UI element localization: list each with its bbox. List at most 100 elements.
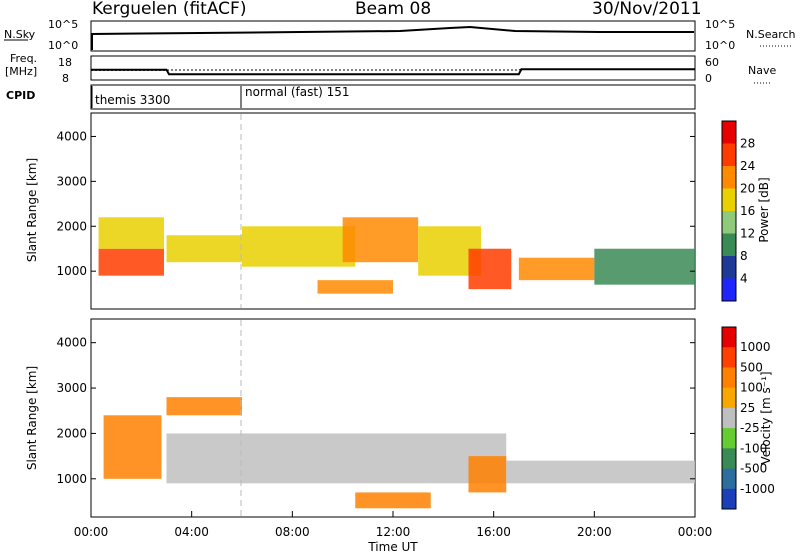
velocity-echo-region (166, 433, 507, 484)
power-data (98, 217, 695, 294)
velocity-colorbar-segment (722, 387, 736, 409)
power-colorbar-segment (722, 166, 736, 189)
time-tick-label: 16:00 (476, 525, 511, 539)
power-echo-region (242, 226, 356, 267)
velocity-colorbar-segment (722, 327, 736, 348)
power-echo-region (317, 280, 393, 294)
power-colorbar-tick: 8 (740, 249, 748, 263)
time-tick-label: 12:00 (376, 525, 411, 539)
velocity-colorbar-segment (722, 367, 736, 389)
velocity-echo-region (166, 397, 242, 416)
power-echo-region (342, 217, 419, 263)
freq-tick-low: 8 (62, 72, 69, 85)
power-colorbar: 4 8 12 16 20 24 28 (721, 120, 755, 302)
cpid-mode-themis: themis 3300 (95, 93, 170, 107)
freq-panel: Freq. [MHz] 18 8 60 0 Nave (5, 52, 776, 85)
nsearch-label: N.Search (746, 28, 796, 41)
time-axis: 00:00 04:00 08:00 12:00 16:00 20:00 00:00 (74, 511, 713, 539)
power-colorbar-frame (721, 120, 737, 302)
power-echo-region (98, 217, 164, 249)
velocity-colorbar-tick: 500 (740, 360, 763, 374)
power-ylabel: Slant Range [km] (25, 158, 39, 262)
freq-unit-label: [MHz] (5, 65, 37, 78)
velocity-colorbar-tick: -25 (740, 421, 760, 435)
power-colorbar-tick: 20 (740, 182, 755, 196)
velocity-colorbar-tick: 100 (740, 381, 763, 395)
cpid-panel: CPID themis 3300 normal (fast) 151 (6, 84, 696, 110)
velocity-colorbar-tick: -100 (740, 441, 767, 455)
velocity-echo-region (103, 415, 162, 479)
time-axis-label: Time UT (367, 540, 418, 554)
velocity-ytick-label: 4000 (56, 336, 87, 350)
velocity-colorbar-segment (722, 448, 736, 470)
power-colorbar-segment (722, 121, 736, 144)
freq-line (91, 68, 695, 76)
power-colorbar-segment (722, 278, 736, 302)
time-tick-label: 20:00 (577, 525, 612, 539)
nave-label: Nave (748, 64, 776, 77)
freq-tick-high: 18 (58, 56, 72, 69)
nsky-tick-right-high: 10^5 (705, 18, 735, 31)
radar-title: Kerguelen (fitACF) (92, 0, 246, 19)
nsky-panel: N.Sky 10^5 10^0 10^5 10^0 N.Search (4, 18, 796, 52)
velocity-colorbar-segment (722, 347, 736, 368)
power-echo-region (98, 248, 164, 276)
velocity-ylabel: Slant Range [km] (25, 366, 39, 470)
velocity-frame (90, 318, 696, 518)
nsky-tick-left-high: 10^5 (48, 18, 78, 31)
cpid-frame (90, 84, 696, 110)
time-tick-label: 08:00 (275, 525, 310, 539)
velocity-colorbar-tick: -500 (740, 462, 767, 476)
cpid-label: CPID (6, 89, 35, 102)
velocity-y-axis: 1000 2000 3000 4000 (56, 336, 695, 486)
velocity-echo-region (506, 460, 695, 484)
power-ytick-label: 4000 (56, 129, 87, 143)
power-panel: 1000 2000 3000 4000 Slant Range [km] 4 8 12 16… (25, 112, 771, 310)
velocity-panel: 1000 2000 3000 4000 Slant Range [km] 1000 50… (25, 318, 775, 518)
velocity-colorbar-tick: -1000 (740, 482, 775, 496)
nsky-tick-left-low: 10^0 (48, 39, 78, 52)
power-colorbar-tick: 28 (740, 137, 755, 151)
velocity-colorbar-label: Velocity [m s⁻¹] (759, 371, 773, 464)
power-colorbar-segment (722, 233, 736, 257)
power-colorbar-tick: 24 (740, 159, 755, 173)
beam-label: Beam 08 (355, 0, 431, 19)
velocity-colorbar-segment (722, 488, 736, 510)
velocity-colorbar-tick: 25 (740, 401, 755, 415)
power-echo-region (166, 235, 242, 263)
cpid-mode-normal: normal (fast) 151 (245, 85, 349, 99)
nave-line (91, 68, 695, 71)
time-tick-label: 04:00 (174, 525, 209, 539)
freq-label: Freq. (10, 52, 37, 65)
velocity-ytick-label: 1000 (56, 472, 87, 486)
power-colorbar-tick: 16 (740, 204, 755, 218)
power-colorbar-segment (722, 188, 736, 212)
power-ytick-label: 3000 (56, 174, 87, 188)
velocity-echo-region (468, 456, 507, 493)
nave-tick-high: 60 (705, 56, 719, 69)
power-echo-region (468, 248, 512, 290)
power-echo-region (518, 257, 595, 281)
nsky-tick-right-low: 10^0 (705, 39, 735, 52)
velocity-colorbar: 1000 500 100 25 -25 -100 -500 -1000 (721, 326, 775, 510)
time-tick-label: 00:00 (74, 525, 109, 539)
velocity-ytick-label: 2000 (56, 426, 87, 440)
date-label: 30/Nov/2011 (592, 0, 702, 19)
power-ytick-label: 2000 (56, 219, 87, 233)
power-colorbar-tick: 4 (740, 272, 748, 286)
power-colorbar-segment (722, 143, 736, 167)
time-tick-label: 00:00 (678, 525, 713, 539)
freq-frame (90, 55, 696, 81)
velocity-colorbar-segment (722, 407, 736, 429)
power-colorbar-segment (722, 256, 736, 279)
nsky-line (91, 25, 694, 50)
power-echo-region (594, 248, 695, 285)
velocity-data (103, 397, 695, 509)
nsky-frame (90, 20, 696, 52)
nsky-label: N.Sky (4, 28, 36, 41)
power-colorbar-tick: 12 (740, 227, 755, 241)
velocity-echo-region (355, 492, 431, 509)
velocity-colorbar-frame (721, 326, 737, 510)
power-colorbar-label: Power [dB] (757, 177, 771, 242)
velocity-ytick-label: 3000 (56, 381, 87, 395)
